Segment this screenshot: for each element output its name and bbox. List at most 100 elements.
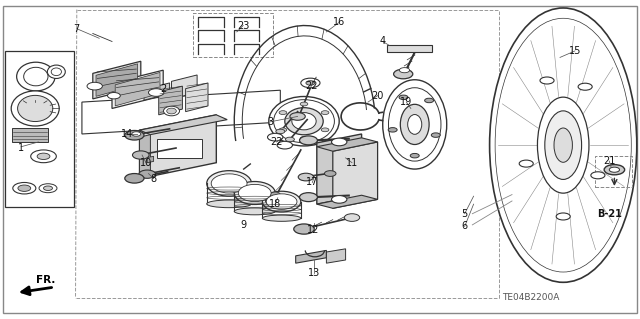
Ellipse shape [262,191,301,212]
Circle shape [300,137,308,140]
Ellipse shape [388,88,441,161]
Circle shape [344,214,360,221]
Text: 9: 9 [240,220,246,230]
Circle shape [279,128,287,132]
Ellipse shape [238,184,271,202]
Circle shape [321,111,329,115]
Text: 17: 17 [306,177,319,188]
Text: 23: 23 [237,20,250,31]
Circle shape [290,113,305,120]
Circle shape [332,196,347,203]
Polygon shape [317,138,378,151]
Text: 18: 18 [269,199,282,209]
Text: 12: 12 [307,225,320,235]
Ellipse shape [164,106,179,116]
Text: 19: 19 [400,97,413,107]
Text: 21: 21 [603,156,616,166]
Ellipse shape [538,97,589,193]
Ellipse shape [234,182,275,204]
Circle shape [268,133,283,141]
Circle shape [276,129,285,134]
Circle shape [285,137,294,142]
Text: 1: 1 [18,143,24,153]
Polygon shape [112,70,163,108]
Polygon shape [140,115,227,135]
Ellipse shape [262,215,301,221]
Bar [157,139,202,158]
Circle shape [410,153,419,158]
Circle shape [540,77,554,84]
Text: 22: 22 [305,81,317,91]
Polygon shape [93,61,141,99]
Ellipse shape [269,96,339,146]
Circle shape [125,130,144,140]
Circle shape [298,173,314,181]
Polygon shape [115,72,160,106]
Circle shape [300,193,317,202]
Polygon shape [159,86,182,115]
Ellipse shape [12,91,60,126]
Circle shape [300,102,308,106]
Polygon shape [140,115,216,179]
Ellipse shape [554,128,572,162]
Circle shape [277,141,292,149]
Circle shape [556,213,570,220]
Ellipse shape [401,104,429,145]
Circle shape [324,171,336,176]
Circle shape [294,224,314,234]
Text: 22: 22 [270,137,283,147]
Polygon shape [96,64,138,96]
Circle shape [301,78,320,88]
Polygon shape [144,83,170,100]
Ellipse shape [207,171,252,196]
Circle shape [424,98,433,103]
Text: 15: 15 [568,46,581,56]
Ellipse shape [207,200,252,208]
Ellipse shape [274,100,334,143]
Circle shape [37,153,50,160]
Text: 20: 20 [371,91,384,101]
Text: 3: 3 [267,117,273,127]
Ellipse shape [408,115,422,134]
Circle shape [39,184,57,193]
Circle shape [399,68,410,73]
Circle shape [18,185,31,191]
Circle shape [394,69,413,79]
Ellipse shape [18,95,53,122]
Text: 7: 7 [74,24,80,34]
Ellipse shape [47,65,65,78]
Bar [595,156,632,187]
Circle shape [13,182,36,194]
Ellipse shape [166,108,177,114]
Text: 5: 5 [461,209,468,219]
Ellipse shape [285,108,323,135]
Text: 10: 10 [140,158,152,168]
Polygon shape [317,195,378,208]
Bar [5,51,74,207]
Text: 11: 11 [346,158,358,168]
Ellipse shape [383,80,447,169]
Polygon shape [172,75,197,99]
Polygon shape [333,142,378,208]
Circle shape [332,138,347,146]
Circle shape [266,197,281,205]
Circle shape [431,133,440,137]
Polygon shape [387,45,432,52]
Circle shape [125,174,144,183]
Circle shape [108,93,120,99]
Circle shape [604,165,625,175]
Polygon shape [296,250,326,263]
Circle shape [321,128,329,132]
Circle shape [44,186,52,190]
Circle shape [399,95,408,100]
Circle shape [578,83,592,90]
Ellipse shape [490,8,637,282]
Ellipse shape [545,111,582,179]
Ellipse shape [234,208,275,215]
Circle shape [609,167,620,172]
Text: 6: 6 [461,221,468,232]
Text: 14: 14 [120,129,133,139]
Ellipse shape [17,62,55,91]
Circle shape [132,151,149,159]
Polygon shape [326,249,346,263]
